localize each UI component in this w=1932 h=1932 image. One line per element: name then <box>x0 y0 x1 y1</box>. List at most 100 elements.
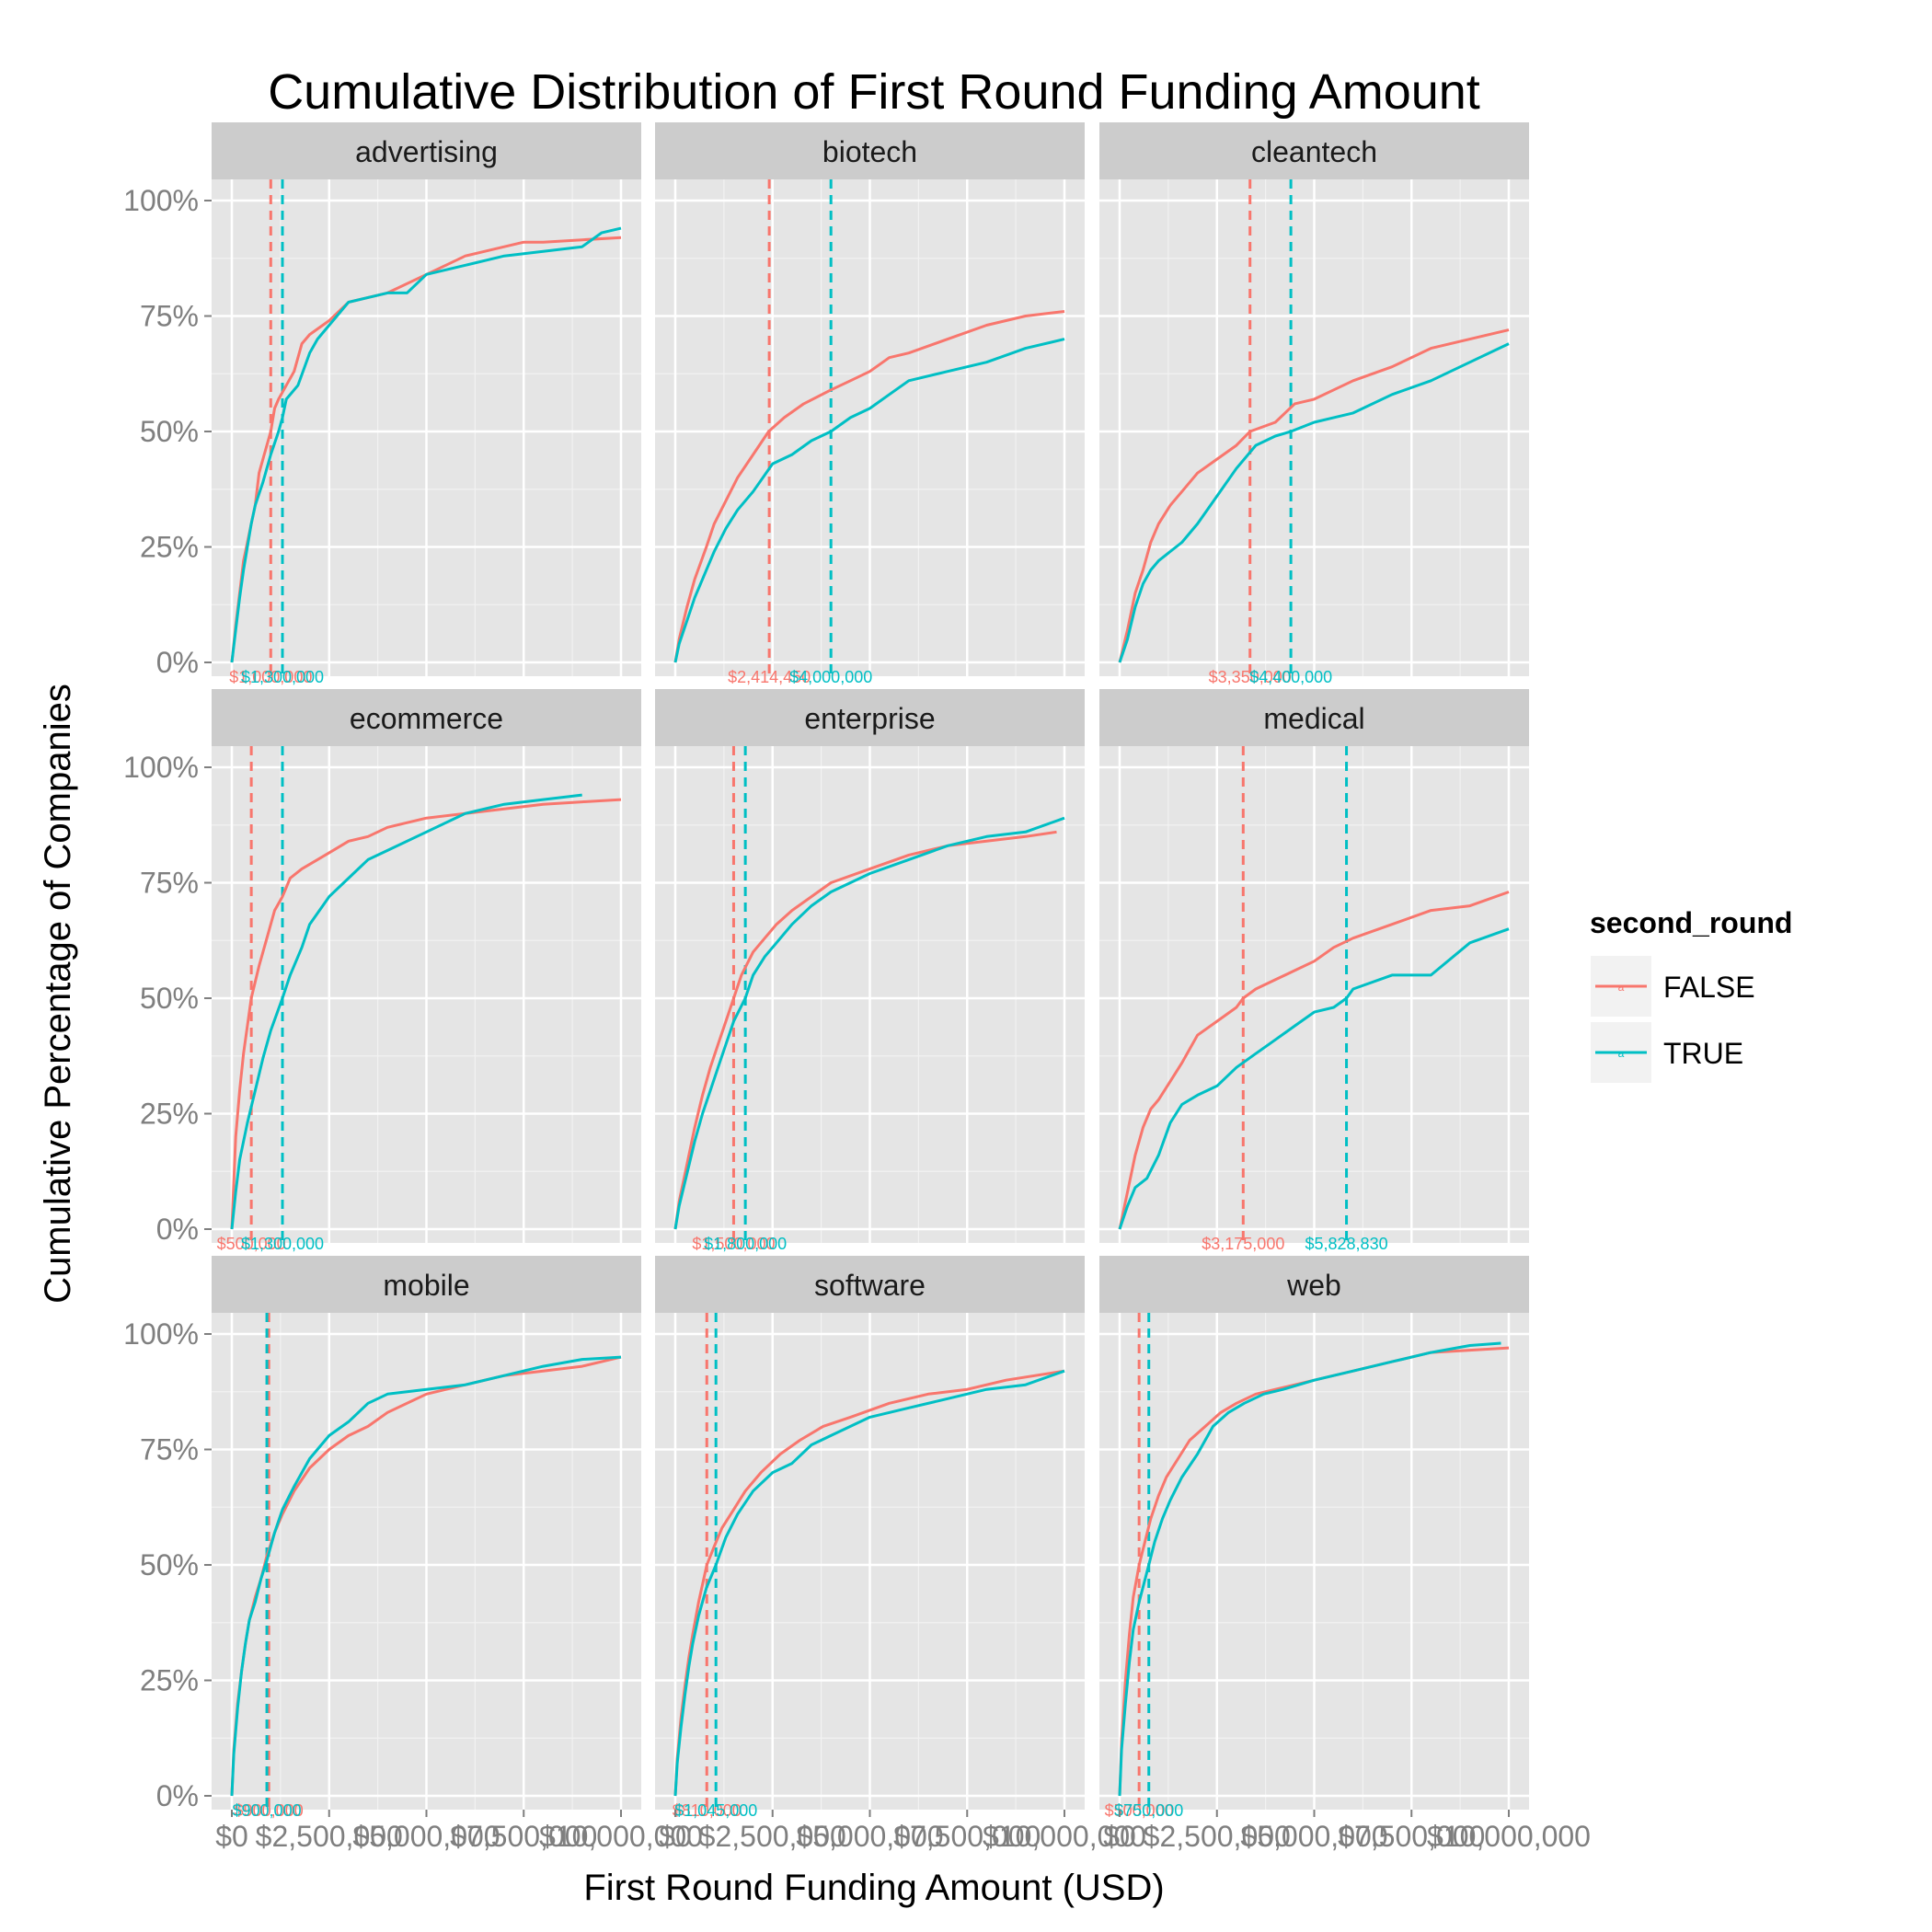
series-line-false <box>673 310 1065 663</box>
facet-panel-web: web $500,000$750,000$0 $2,500,000$5,000,00… <box>1099 1256 1591 1853</box>
y-tick-label: 75% <box>140 1433 199 1466</box>
facet-strip <box>1099 689 1529 746</box>
y-tick-label: 25% <box>140 531 199 564</box>
facet-strip <box>655 1256 1085 1313</box>
x-tick-label: $10,000,000 <box>539 1820 703 1853</box>
facet-strip-label: biotech <box>822 135 917 168</box>
x-tick-label: $2,500,000 <box>1144 1820 1291 1853</box>
facet-strip-label: medical <box>1263 702 1364 735</box>
x-tick-label: $0 <box>215 1820 248 1853</box>
series-line-true <box>230 226 622 663</box>
median-label-true: $1,300,000 <box>241 668 324 686</box>
legend-title: second_round <box>1590 906 1792 939</box>
y-tick-label: 25% <box>140 1664 199 1697</box>
median-label-true: $4,000,000 <box>789 668 872 686</box>
legend-key-glyph: a <box>1618 981 1625 994</box>
x-tick-label: $7,500,000 <box>893 1820 1041 1853</box>
facet-strip <box>655 689 1085 746</box>
facet-strip <box>1099 122 1529 179</box>
y-tick-label: 0% <box>156 646 199 679</box>
series-line-true <box>230 793 582 1230</box>
legend-entry-true: a TRUE <box>1589 1020 1743 1085</box>
series-line-true <box>673 816 1065 1230</box>
median-label-false: $900,000 <box>235 1801 304 1820</box>
x-tick-label: $0 <box>659 1820 692 1853</box>
median-label-false: $3,175,000 <box>1202 1235 1284 1253</box>
facet-strip-label: mobile <box>383 1269 469 1302</box>
facet-strip <box>212 689 641 746</box>
y-tick-label: 25% <box>140 1098 199 1131</box>
median-label-true: $750,000 <box>1114 1801 1183 1820</box>
x-axis-title: First Round Funding Amount (USD) <box>583 1868 1164 1908</box>
series-line-true <box>1118 342 1510 663</box>
series-line-true <box>1118 927 1510 1230</box>
legend-label: TRUE <box>1663 1037 1743 1070</box>
x-tick-label: $7,500,000 <box>450 1820 597 1853</box>
median-label-true: $900,000 <box>233 1801 302 1820</box>
median-label-false: $500,000 <box>1105 1801 1174 1820</box>
median-label-true: $1,800,000 <box>704 1235 787 1253</box>
x-tick-label: $2,500,000 <box>256 1820 403 1853</box>
facet-strip <box>212 1256 641 1313</box>
y-tick-label: 75% <box>140 300 199 333</box>
x-tick-label: $0 <box>1103 1820 1136 1853</box>
y-tick-label: 100% <box>123 184 199 217</box>
y-axis-title: Cumulative Percentage of Companies <box>38 684 78 1304</box>
series-line-false <box>1118 328 1510 663</box>
facet-panels: advertising$1,000,000$1,300,0000%25%50%7… <box>123 122 1591 1853</box>
x-tick-label: $10,000,000 <box>1427 1820 1591 1853</box>
legend-label: FALSE <box>1663 971 1755 1004</box>
facet-strip-label: web <box>1286 1269 1341 1302</box>
chart-title: Cumulative Distribution of First Round F… <box>268 64 1480 120</box>
legend-key-glyph: a <box>1618 1047 1625 1060</box>
median-label-true: $1,300,000 <box>241 1235 324 1253</box>
facet-strip <box>1099 1256 1529 1313</box>
x-tick-label: $5,000,000 <box>1240 1820 1387 1853</box>
facet-panel-ecommerce: ecommerce $500,000$1,300,000 0% 25% 50% 75% 10… <box>123 689 641 1253</box>
x-tick-label: $7,500,000 <box>1338 1820 1485 1853</box>
x-tick-label: $2,500,000 <box>699 1820 846 1853</box>
facet-strip <box>655 122 1085 179</box>
facet-strip-label: enterprise <box>804 702 935 735</box>
legend: second_round a FALSE a TRUE <box>1589 906 1792 1085</box>
facet-strip <box>212 122 641 179</box>
series-line-true <box>673 1369 1065 1797</box>
y-tick-label: 50% <box>140 415 199 448</box>
series-line-true <box>673 338 1065 663</box>
y-tick-label: 50% <box>140 982 199 1015</box>
series-line-true <box>230 1355 622 1797</box>
x-tick-label: $10,000,000 <box>983 1820 1146 1853</box>
y-tick-label: 100% <box>123 751 199 784</box>
median-label-false: $2,414,450 <box>728 668 811 686</box>
median-label-true: $4,400,000 <box>1249 668 1332 686</box>
facet-panel-advertising: advertising $1,000,000$1,300,000 0% 25% 50% 7… <box>123 122 641 686</box>
median-label-false: $810,000 <box>673 1801 742 1820</box>
median-label-true: $1,045,000 <box>674 1801 757 1820</box>
median-label-false: $1,000,000 <box>229 668 312 686</box>
facet-strip-label: ecommerce <box>350 702 503 735</box>
facet-strip-label: software <box>814 1269 926 1302</box>
facet-strip-label: cleantech <box>1251 135 1377 168</box>
series-line-false <box>673 830 1057 1230</box>
facet-panel-enterprise: enterprise $1,500,000$1,800,000 <box>655 689 1085 1253</box>
y-tick-label: 100% <box>123 1317 199 1351</box>
series-line-false <box>1118 891 1510 1230</box>
facet-panel-software: software$810,000$1,045,000$0 $2,500,000$5… <box>655 1256 1146 1853</box>
facet-strip-label: advertising <box>355 135 498 168</box>
facet-panel-biotech: biotech $2,414,450$4,000,000 <box>655 122 1085 686</box>
y-tick-label: 0% <box>156 1779 199 1812</box>
median-label-true: $5,828,830 <box>1305 1235 1388 1253</box>
legend-entry-false: a FALSE <box>1589 954 1755 1018</box>
y-tick-label: 50% <box>140 1548 199 1581</box>
x-tick-label: $5,000,000 <box>352 1820 500 1853</box>
facet-panel-cleantech: cleantech $3,350,000$4,400,000 <box>1099 122 1529 686</box>
y-tick-label: 75% <box>140 867 199 900</box>
x-tick-label: $5,000,000 <box>796 1820 943 1853</box>
facet-panel-medical: medical $3,175,000 $5,828,830 <box>1099 689 1529 1253</box>
median-label-false: $3,350,000 <box>1209 668 1292 686</box>
y-tick-label: 0% <box>156 1213 199 1246</box>
median-label-false: $500,000 <box>217 1235 286 1253</box>
median-label-false: $1,500,000 <box>692 1235 775 1253</box>
